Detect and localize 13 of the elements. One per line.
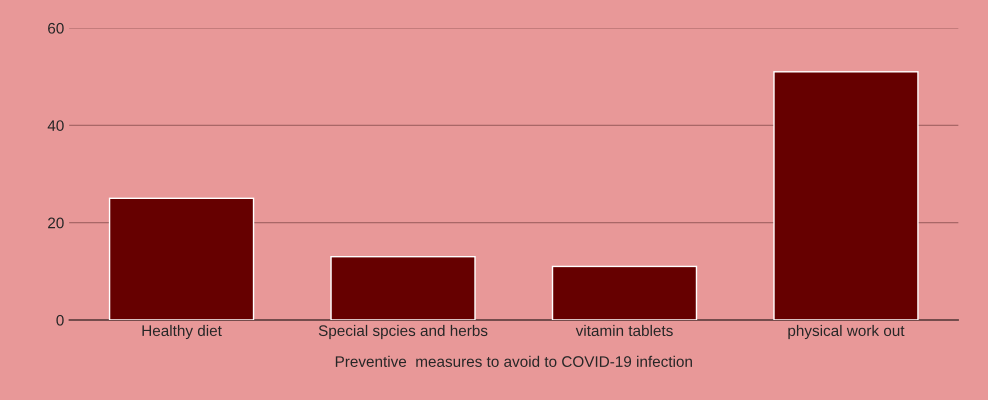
x-tick-label: Special spcies and herbs [318, 324, 488, 340]
x-tick-label: physical work out [788, 324, 904, 340]
x-tick-label: vitamin tablets [576, 324, 673, 336]
bar [552, 266, 698, 320]
bar [108, 198, 254, 320]
y-tick-label: 20 [48, 218, 64, 228]
x-axis-title: Preventive measures to avoid to COVID-19 infection [336, 356, 692, 367]
x-tick-label: Healthy diet [142, 324, 222, 340]
bar [330, 256, 476, 320]
y-tick-label: 60 [48, 22, 64, 34]
y-tick-label: 0 [56, 314, 64, 326]
y-tick-label: 40 [48, 120, 64, 132]
bar [773, 71, 919, 320]
